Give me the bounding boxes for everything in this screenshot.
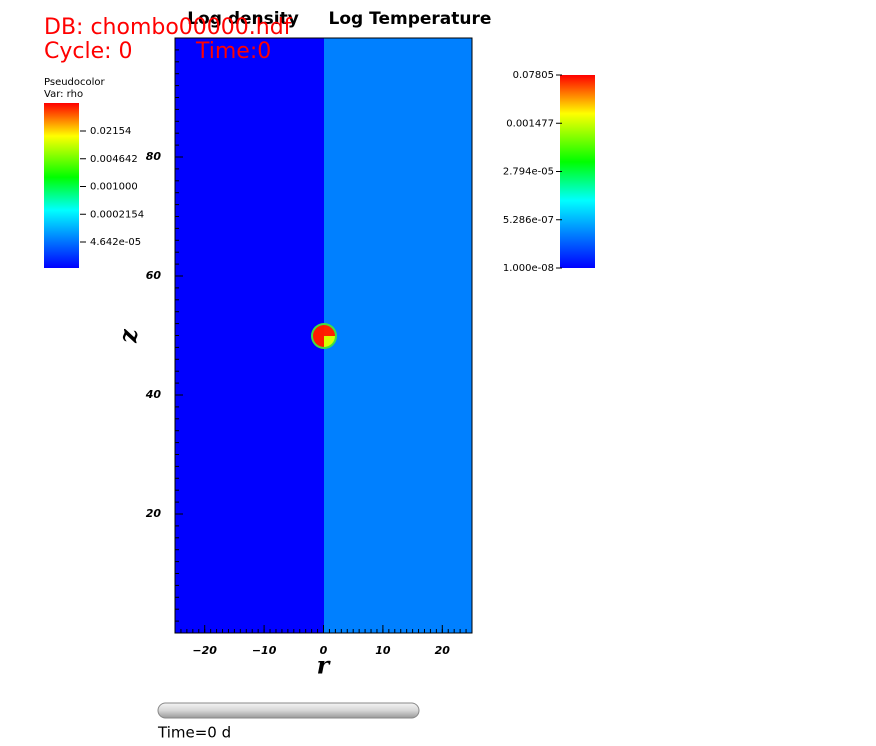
y-tick-label: 40: [145, 388, 162, 401]
x-tick-label: −10: [252, 644, 277, 657]
y-tick-label: 80: [146, 150, 162, 163]
panel-title: Log density: [187, 9, 299, 29]
colorbar: [560, 75, 595, 268]
colorbar-label: 0.02154: [90, 126, 131, 137]
x-tick-label: 0: [320, 644, 328, 657]
x-tick-label: −20: [192, 644, 217, 657]
panel-title: Log Temperature: [329, 9, 492, 29]
x-axis-label: r: [317, 651, 332, 680]
temperature-field: [324, 38, 472, 633]
slider-label: Time=0 d: [157, 724, 231, 742]
colorbar-label: 0.0002154: [90, 209, 144, 220]
blob-left: [313, 325, 324, 347]
x-tick-label: 20: [435, 644, 451, 657]
colorbar: [44, 103, 79, 268]
time-label: Time:0: [195, 39, 271, 64]
y-tick-label: 20: [146, 507, 162, 520]
cycle-label: Cycle: 0: [44, 39, 133, 64]
colorbar-label: 0.001477: [506, 118, 554, 129]
y-tick-label: 60: [146, 269, 162, 282]
colorbar-label: 2.794e-05: [503, 167, 554, 178]
legend-title: Pseudocolor: [44, 77, 106, 88]
y-axis-label: z: [114, 328, 143, 344]
time-slider[interactable]: [157, 702, 420, 719]
density-field: [175, 38, 324, 633]
colorbar-label: 5.286e-07: [503, 215, 554, 226]
colorbar-label: 0.004642: [90, 154, 138, 165]
colorbar-label: 0.07805: [513, 70, 554, 81]
db-label: DB: chombo00000.hdf: [44, 15, 293, 40]
blob-right-bottom: [324, 336, 335, 347]
x-tick-label: 10: [375, 644, 391, 657]
colorbar-label: 0.001000: [90, 182, 138, 193]
colorbar-label: 4.642e-05: [90, 237, 141, 248]
colorbar-label: 1.000e-08: [503, 263, 554, 274]
legend-var: Var: rho: [44, 89, 83, 100]
blob-right-top: [324, 325, 335, 336]
